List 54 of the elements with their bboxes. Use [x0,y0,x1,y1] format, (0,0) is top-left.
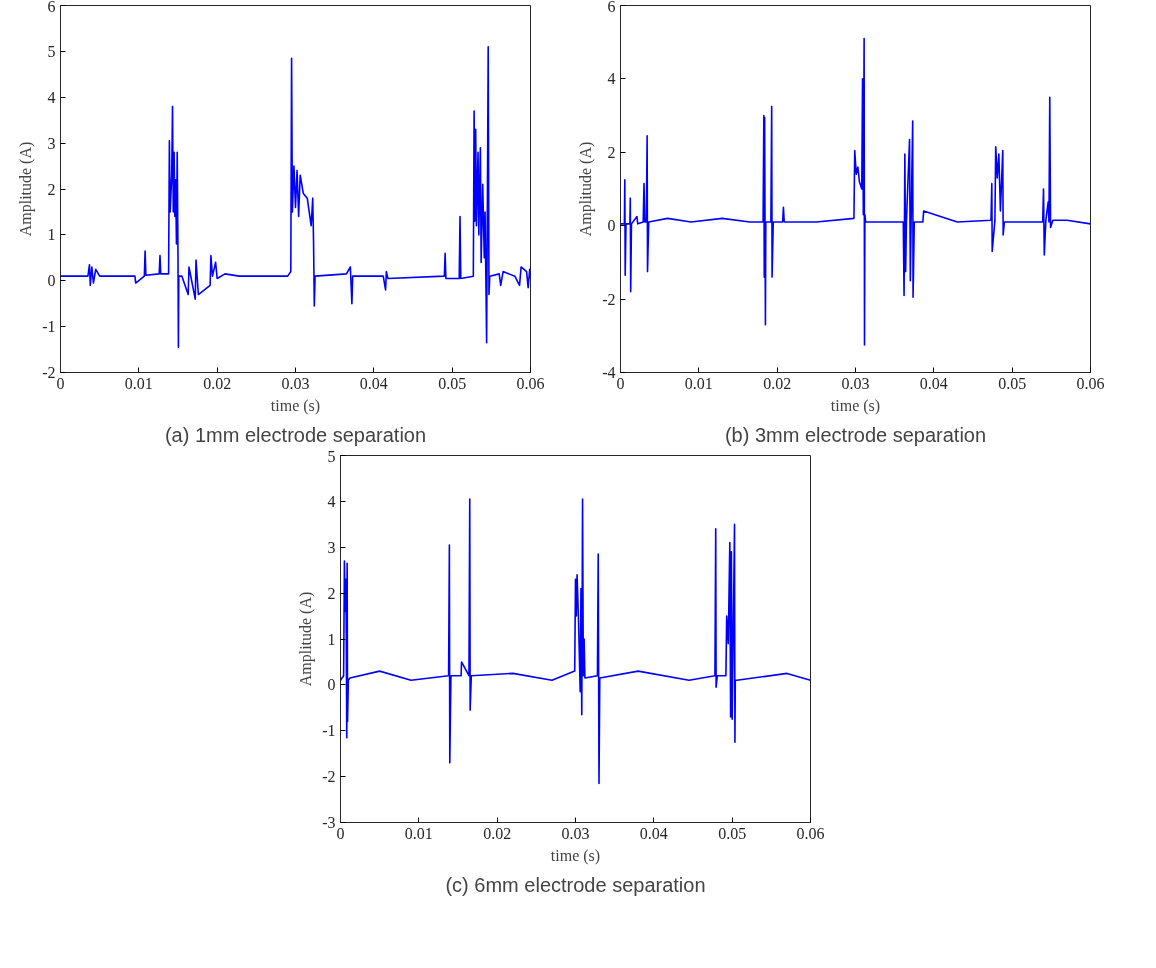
x-tick-label: 0.05 [718,824,747,842]
y-tick-label: 5 [327,447,336,465]
y-tick-label: 0 [607,217,616,235]
y-tick-label: -2 [602,290,616,308]
y-tick-label: 0 [327,676,336,694]
line-series [620,37,1091,346]
line-series [60,45,531,349]
y-tick-label: 4 [607,70,616,88]
x-axis-title: time (s) [550,846,601,865]
y-tick-label: 1 [327,630,336,648]
y-tick-label: -4 [602,364,616,381]
y-tick-label: 5 [47,42,56,60]
x-tick-label: 0.05 [998,374,1027,392]
x-tick-label: 0.05 [438,374,467,392]
text: (b) 3mm electrode separation [724,423,987,446]
y-tick-label: 6 [607,0,616,15]
x-tick-label: 0.06 [516,374,545,392]
y-tick-label: 1 [47,226,56,244]
y-tick-label: 4 [47,88,56,106]
x-axis-title: time (s) [830,396,881,415]
text: (a) 1mm electrode separation [164,423,427,446]
x-tick-label: 0.01 [684,374,713,392]
y-tick-label: 0 [47,272,56,290]
x-axis-title: time (s) [270,396,321,415]
x-tick-label: 0.04 [919,374,948,392]
y-axis-title: Amplitude (A) [17,141,36,237]
x-tick-label: 0.02 [203,374,232,392]
x-tick-label: 0.06 [796,824,825,842]
x-tick-label: 0.01 [404,824,433,842]
x-tick-label: 0.03 [841,374,870,392]
y-tick-label: 2 [607,143,616,161]
y-tick-label: -2 [42,364,56,381]
x-tick-label: 0.04 [639,824,668,842]
text: (c) 6mm electrode separation [445,873,706,896]
y-tick-label: 3 [327,538,336,556]
x-tick-label: 0.02 [763,374,792,392]
y-tick-label: -1 [42,318,56,336]
y-tick-label: -1 [322,722,336,740]
x-tick-label: 0.01 [124,374,153,392]
y-tick-label: 4 [327,492,336,510]
x-tick-label: 0.02 [483,824,512,842]
line-series [340,498,811,785]
y-tick-label: 3 [47,134,56,152]
x-tick-label: 0.03 [281,374,310,392]
x-tick-label: 0.06 [1076,374,1105,392]
y-tick-label: 2 [327,584,336,602]
x-tick-label: 0.03 [561,824,590,842]
y-tick-label: -3 [322,814,336,831]
x-tick-label: 0.04 [359,374,388,392]
y-axis-title: Amplitude (A) [297,591,316,687]
y-tick-label: -2 [322,768,336,786]
y-axis-title: Amplitude (A) [577,141,596,237]
y-tick-label: 2 [47,180,56,198]
y-tick-label: 6 [47,0,56,15]
